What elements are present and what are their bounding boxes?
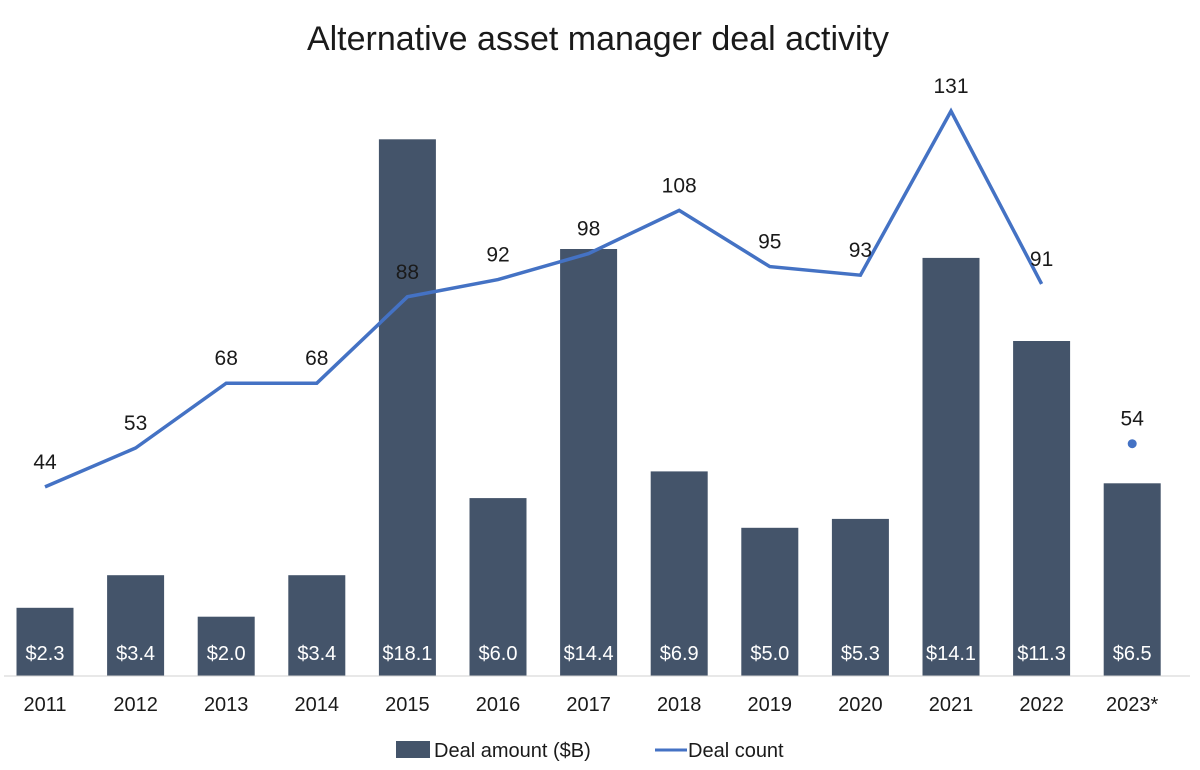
bar-2022: [1013, 341, 1071, 676]
bar-label-2014: $3.4: [297, 643, 336, 665]
x-axis-ticks: 2011 2012 2013 2014 2015 2016 2017 2018 2019 2020…: [23, 694, 1158, 716]
x-tick-2015: 2015: [385, 694, 430, 716]
bar-label-2021: $14.1: [926, 643, 976, 665]
count-point-2023*: [1127, 439, 1137, 449]
bar-label-2012: $3.4: [116, 643, 155, 665]
bar-label-2020: $5.3: [841, 643, 880, 665]
count-label-2021: 131: [933, 75, 968, 98]
bar-2016: [469, 498, 527, 676]
legend-label-deal-count: Deal count: [688, 740, 784, 762]
bar-label-2017: $14.4: [564, 643, 614, 665]
x-tick-2019: 2019: [748, 694, 793, 716]
chart-title: Alternative asset manager deal activity: [307, 20, 889, 58]
bar-2012: [107, 575, 165, 676]
bar-2011: [16, 607, 74, 676]
bars-layer: [16, 139, 1161, 677]
x-tick-2023*: 2023*: [1106, 694, 1158, 716]
bar-label-2022: $11.3: [1017, 643, 1066, 665]
bar-label-2011: $2.3: [26, 643, 65, 665]
legend-label-deal-amount: Deal amount ($B): [434, 740, 591, 762]
x-tick-2017: 2017: [566, 694, 611, 716]
bar-label-2018: $6.9: [660, 643, 699, 665]
x-tick-2021: 2021: [929, 694, 974, 716]
x-tick-2020: 2020: [838, 694, 883, 716]
count-label-2014: 68: [305, 347, 328, 370]
bar-2014: [288, 575, 346, 676]
bar-label-2023*: $6.5: [1113, 643, 1152, 665]
count-label-2018: 108: [662, 174, 697, 197]
bar-label-2016: $6.0: [479, 643, 518, 665]
labels-layer: $2.3 $3.4 $2.0 $3.4 $18.1 $6.0 $14.4 $6.9 $5.0 $5…: [26, 75, 1152, 665]
bar-2020: [831, 518, 889, 676]
bar-2021: [922, 257, 980, 676]
legend-swatch-deal-amount: [396, 741, 430, 758]
count-label-2019: 95: [758, 231, 781, 254]
count-label-2022: 91: [1030, 248, 1053, 271]
bar-2013: [197, 616, 255, 676]
bar-label-2019: $5.0: [750, 643, 789, 665]
deal-count-line: [44, 107, 1044, 489]
count-label-2012: 53: [124, 412, 147, 435]
bar-2018: [650, 471, 708, 676]
x-tick-2013: 2013: [204, 694, 249, 716]
count-label-2011: 44: [33, 451, 57, 474]
bar-label-2015: $18.1: [382, 643, 432, 665]
count-label-2023*: 54: [1121, 408, 1145, 431]
bar-2019: [741, 527, 799, 677]
x-tick-2016: 2016: [476, 694, 521, 716]
bar-2023*: [1103, 483, 1161, 676]
count-label-2017: 98: [577, 218, 600, 241]
x-tick-2018: 2018: [657, 694, 702, 716]
bar-2015: [378, 139, 436, 677]
x-tick-2012: 2012: [113, 694, 158, 716]
bar-2017: [560, 249, 618, 676]
line-layer: [44, 107, 1137, 489]
count-label-2015: 88: [396, 261, 419, 284]
legend: Deal amount ($B) Deal count: [396, 740, 784, 762]
count-label-2020: 93: [849, 239, 872, 262]
bar-label-2013: $2.0: [207, 643, 246, 665]
count-label-2013: 68: [215, 347, 238, 370]
count-label-2016: 92: [486, 244, 509, 267]
x-tick-2011: 2011: [23, 694, 66, 716]
x-tick-2022: 2022: [1019, 694, 1064, 716]
x-tick-2014: 2014: [295, 694, 340, 716]
